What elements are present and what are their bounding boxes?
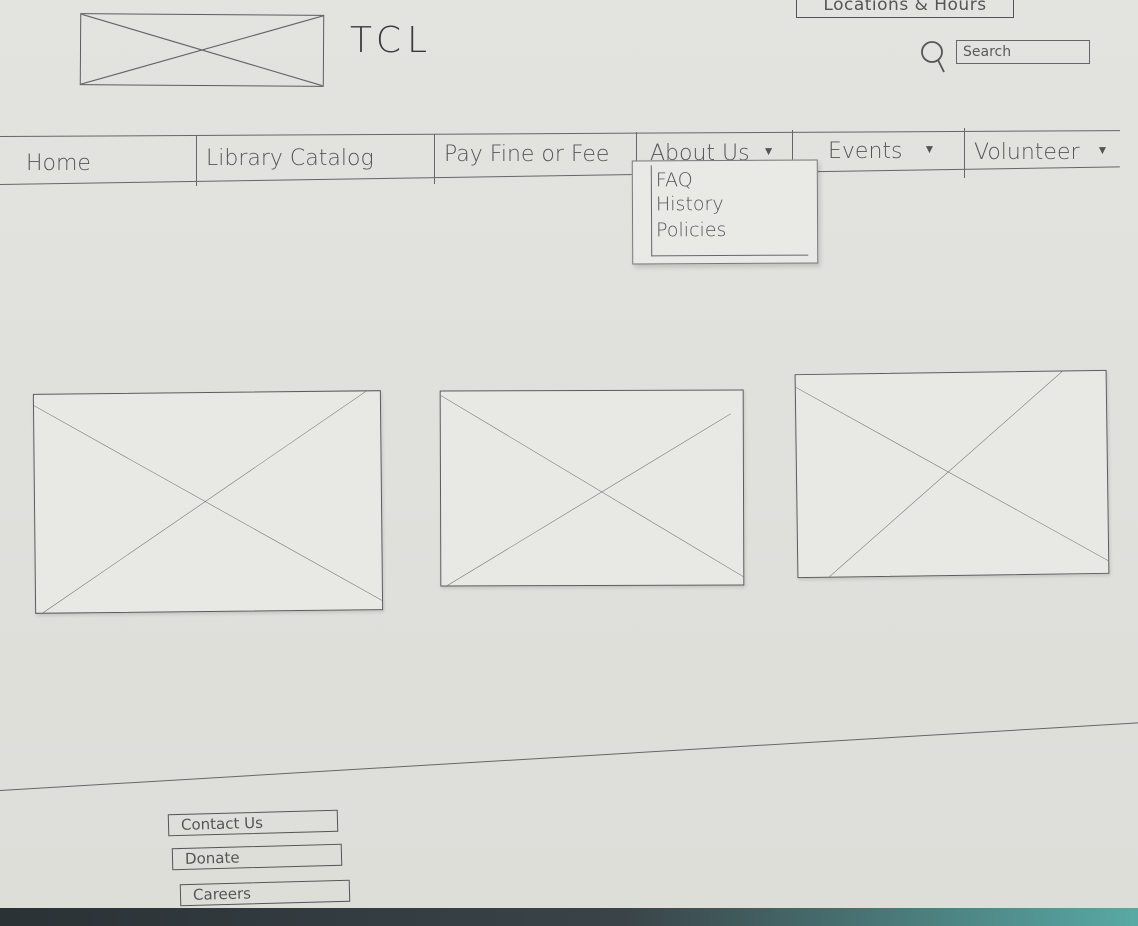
caret-down-icon: ▼ (762, 144, 775, 158)
dropdown-list: FAQ History Policies (650, 164, 809, 257)
background-surface (0, 908, 1138, 926)
footer-donate-button[interactable]: Donate (171, 843, 343, 871)
content-image-placeholder[interactable] (794, 369, 1110, 579)
footer-divider (0, 718, 1138, 791)
image-placeholder-icon (34, 391, 382, 613)
nav-item-label: Library Catalog (206, 146, 374, 171)
nav-item-events[interactable]: Events ▼ (828, 128, 935, 176)
search-icon[interactable] (920, 40, 946, 74)
footer-careers-button[interactable]: Careers (179, 879, 351, 907)
image-placeholder-icon (796, 371, 1109, 577)
nav-divider (792, 130, 793, 180)
nav-item-volunteer[interactable]: Volunteer ▼ (974, 129, 1108, 177)
nav-divider (434, 134, 435, 184)
nav-item-home[interactable]: Home (26, 140, 91, 188)
dropdown-item-history[interactable]: History (655, 193, 724, 216)
nav-item-library-catalog[interactable]: Library Catalog (206, 135, 374, 183)
site-title: TCL (350, 20, 434, 61)
image-placeholder-icon (80, 14, 324, 86)
nav-item-label: Pay Fine or Fee (444, 142, 610, 167)
nav-divider (964, 128, 965, 178)
logo-placeholder[interactable] (79, 13, 325, 87)
nav-divider (196, 136, 197, 186)
content-image-placeholder[interactable] (32, 390, 384, 614)
nav-item-label: Home (26, 151, 91, 176)
caret-down-icon: ▼ (1096, 143, 1109, 157)
caret-down-icon: ▼ (923, 142, 936, 156)
dropdown-item-faq[interactable]: FAQ (655, 169, 693, 192)
nav-item-label: Events (828, 139, 903, 164)
locations-hours-button[interactable]: Locations & Hours (796, 0, 1014, 18)
search-input[interactable] (956, 40, 1090, 64)
nav-item-label: Volunteer (974, 140, 1080, 165)
footer-contact-us-button[interactable]: Contact Us (167, 809, 339, 837)
content-image-placeholder[interactable] (439, 389, 745, 587)
nav-item-pay-fine[interactable]: Pay Fine or Fee (444, 131, 609, 179)
dropdown-item-policies[interactable]: Policies (656, 218, 727, 242)
image-placeholder-icon (441, 390, 744, 585)
nav-divider (636, 132, 637, 182)
main-navigation: Home Library Catalog Pay Fine or Fee Abo… (0, 128, 1138, 188)
about-us-dropdown: FAQ History Policies (631, 159, 819, 265)
